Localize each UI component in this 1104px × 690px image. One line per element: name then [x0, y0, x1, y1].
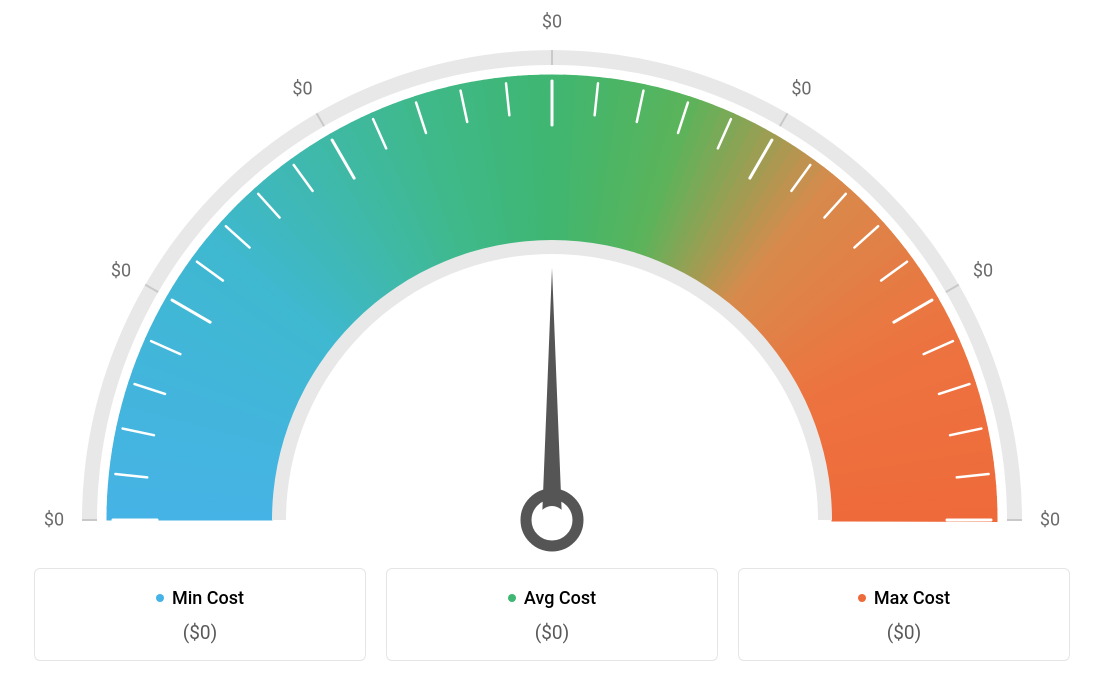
- gauge-tick-label: $0: [973, 260, 993, 281]
- legend-title-max: Max Cost: [858, 588, 950, 609]
- legend-card-min: Min Cost ($0): [34, 568, 366, 661]
- legend-value-max: ($0): [749, 621, 1059, 644]
- legend-dot-avg: [508, 594, 516, 602]
- gauge-cost-widget: $0 $0 $0 $0 $0 $0 $0 Min Cost ($0) Avg Cost ($…: [0, 0, 1104, 690]
- legend-label-avg: Avg Cost: [524, 588, 596, 609]
- legend-title-avg: Avg Cost: [508, 588, 596, 609]
- legend-label-min: Min Cost: [172, 588, 244, 609]
- legend-dot-min: [156, 594, 164, 602]
- gauge-tick-label: $0: [791, 78, 811, 99]
- gauge-tick-label: $0: [542, 12, 562, 33]
- gauge-svg: [30, 10, 1074, 570]
- gauge-area: $0 $0 $0 $0 $0 $0 $0: [30, 10, 1074, 550]
- legend-value-min: ($0): [45, 621, 355, 644]
- gauge-tick-label: $0: [1040, 510, 1060, 531]
- gauge-tick-label: $0: [111, 260, 131, 281]
- legend-value-avg: ($0): [397, 621, 707, 644]
- legend-title-min: Min Cost: [156, 588, 244, 609]
- legend-card-avg: Avg Cost ($0): [386, 568, 718, 661]
- legend-card-max: Max Cost ($0): [738, 568, 1070, 661]
- gauge-tick-label: $0: [44, 510, 64, 531]
- legend-label-max: Max Cost: [874, 588, 950, 609]
- gauge-tick-label: $0: [292, 78, 312, 99]
- legend-row: Min Cost ($0) Avg Cost ($0) Max Cost ($0…: [30, 568, 1074, 661]
- legend-dot-max: [858, 594, 866, 602]
